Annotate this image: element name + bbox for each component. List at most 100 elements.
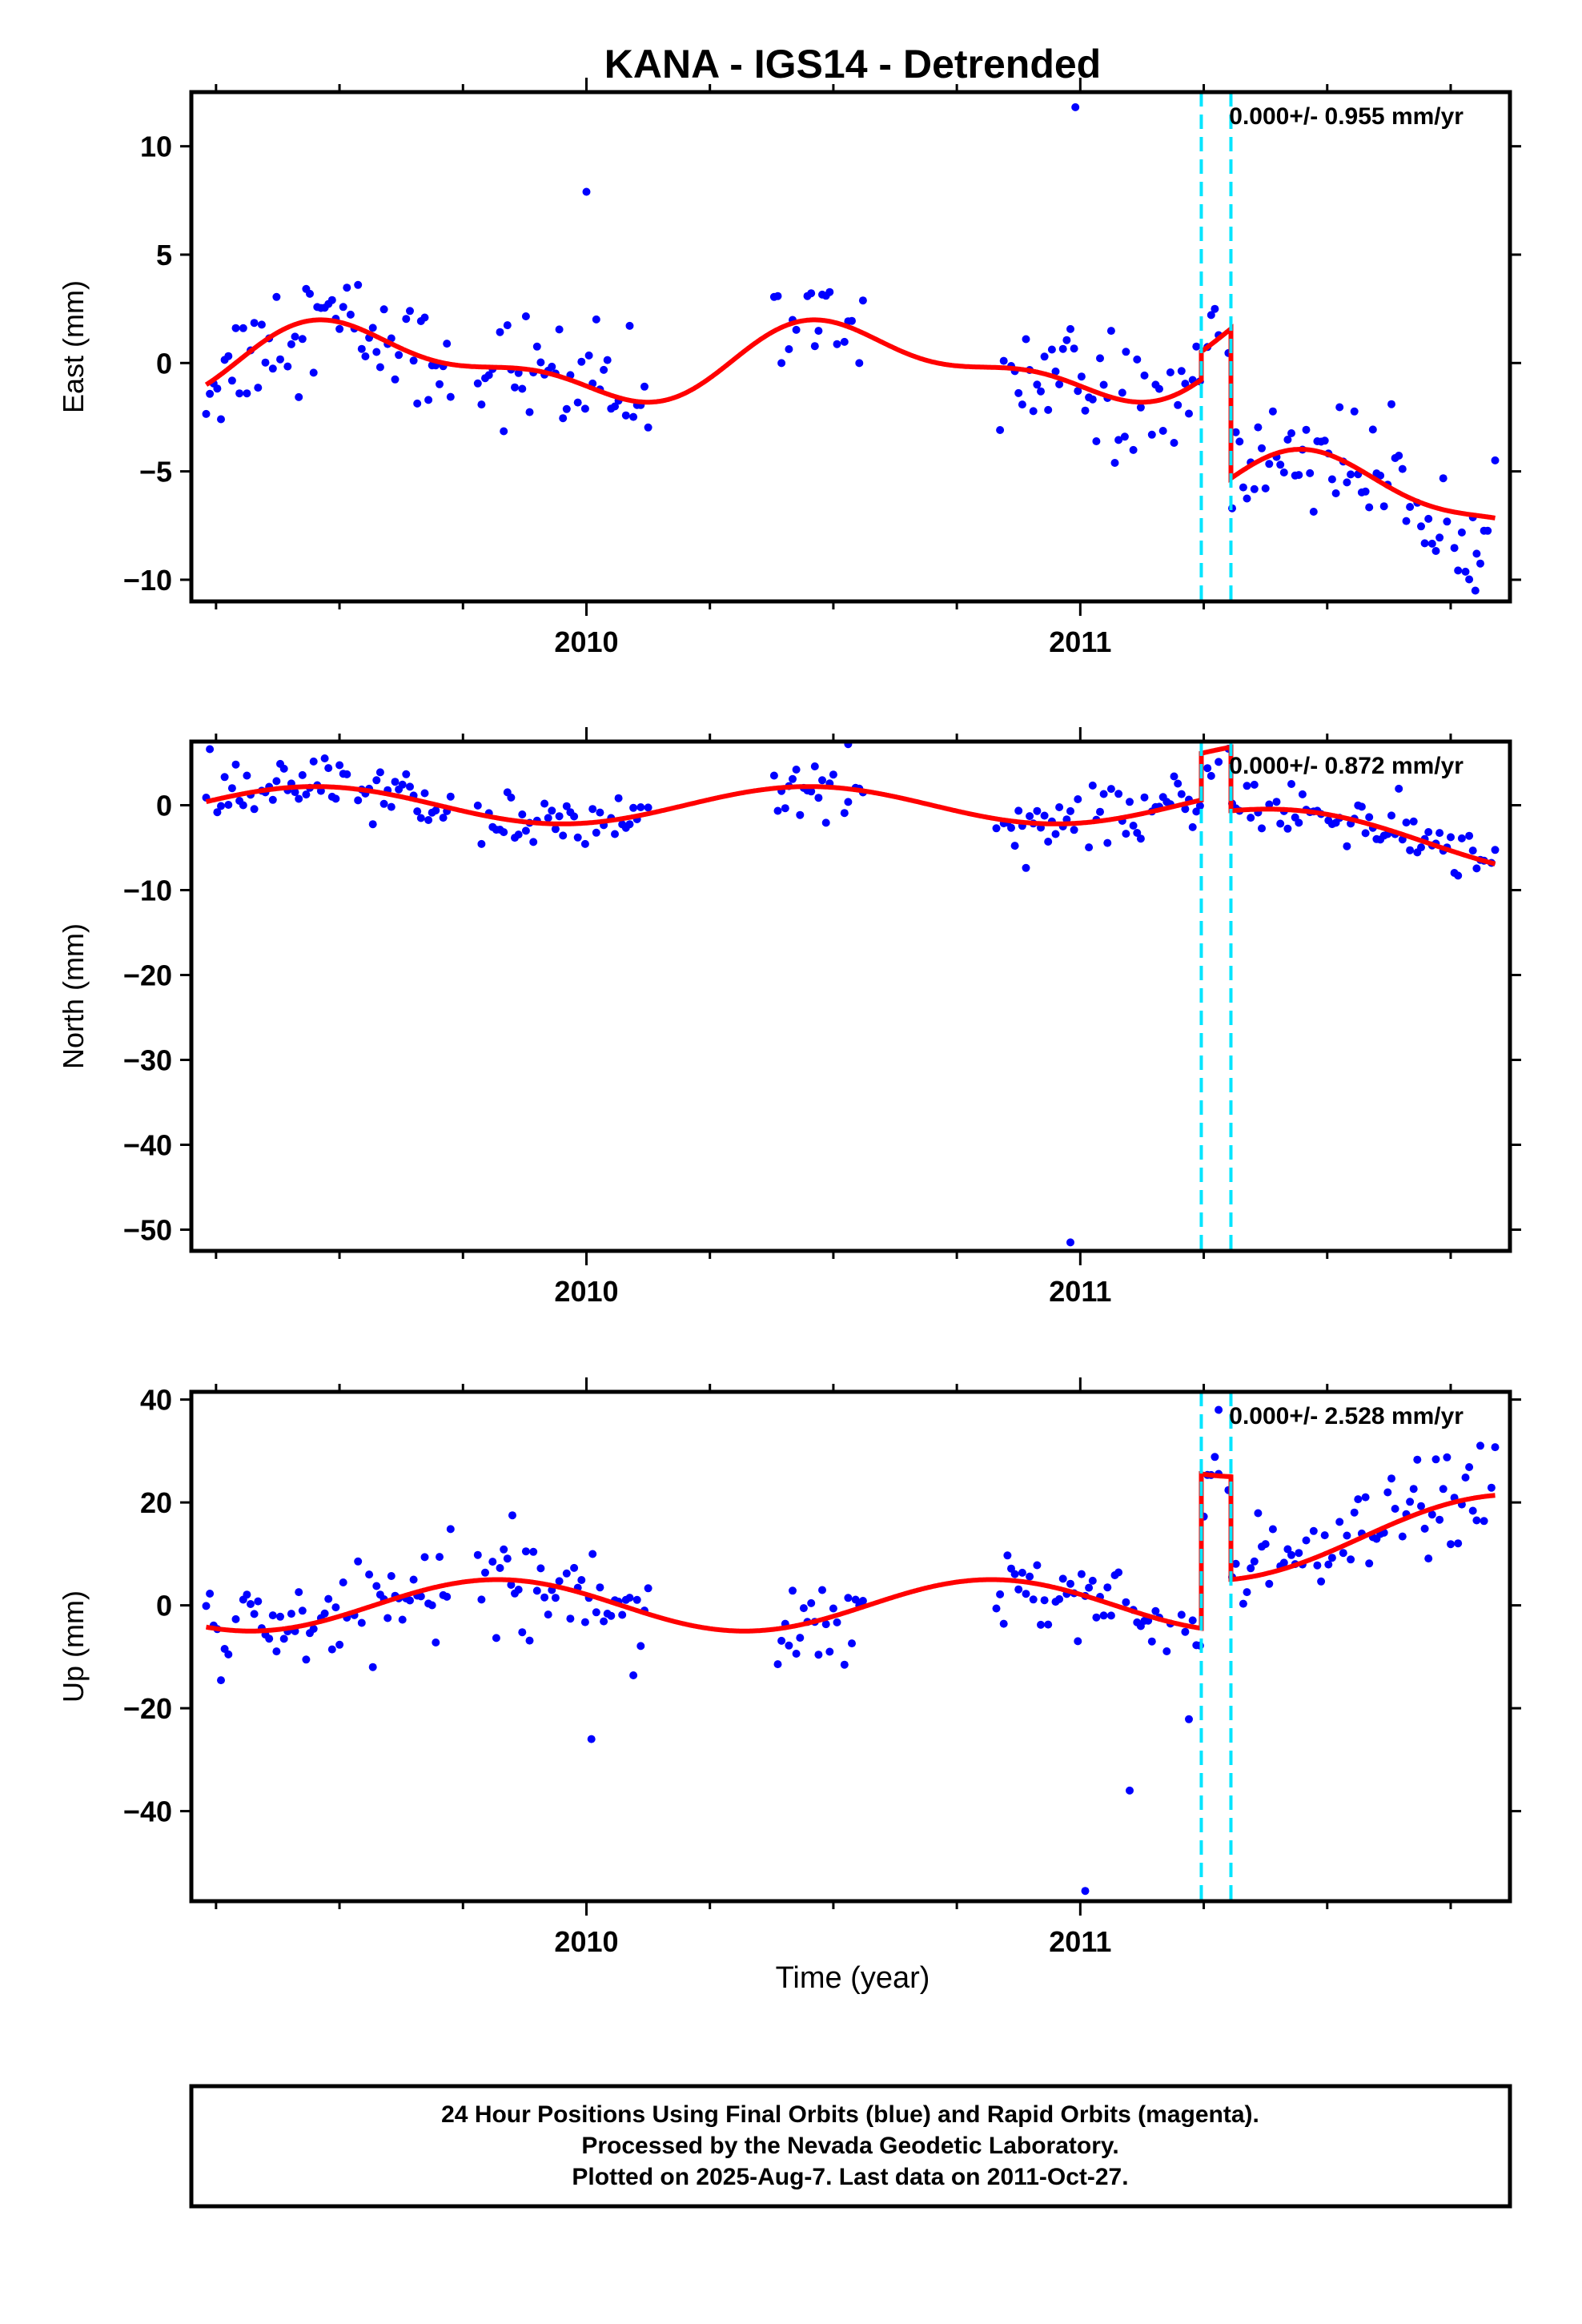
data-point (518, 384, 527, 393)
data-point (785, 345, 793, 353)
data-point (551, 825, 560, 834)
data-point (514, 1586, 523, 1594)
y-tick-label: 5 (156, 239, 172, 271)
data-point (387, 1572, 396, 1580)
data-point (391, 375, 400, 384)
data-point (343, 283, 351, 292)
data-point (807, 787, 816, 796)
data-point (562, 1569, 571, 1578)
data-point (1051, 830, 1060, 838)
data-point (1044, 838, 1053, 846)
y-tick-label: 0 (156, 790, 172, 822)
model-line (204, 317, 1496, 521)
data-point (785, 1641, 793, 1650)
data-point (406, 782, 414, 791)
data-point (224, 1650, 233, 1659)
data-point (279, 764, 288, 773)
data-point (206, 389, 215, 398)
data-point (507, 1581, 516, 1589)
data-point (1457, 528, 1466, 537)
data-point (588, 1550, 597, 1558)
data-point (1457, 834, 1466, 842)
data-point (298, 770, 307, 779)
data-point (555, 812, 564, 821)
x-tick-label: 2011 (1049, 625, 1111, 658)
data-point (1331, 489, 1340, 497)
data-point (540, 799, 549, 808)
data-point (1279, 1558, 1288, 1567)
data-point (1468, 846, 1477, 855)
data-point (521, 1547, 530, 1556)
data-point (227, 784, 236, 793)
data-point (477, 1595, 486, 1604)
data-point (1147, 430, 1156, 439)
data-point (1129, 822, 1138, 830)
data-point (518, 1628, 527, 1637)
data-point (213, 808, 222, 817)
data-point (1018, 400, 1026, 409)
data-point (536, 358, 545, 367)
data-point (1044, 405, 1053, 414)
data-point (1192, 342, 1201, 351)
data-point (272, 292, 281, 301)
data-point (536, 1564, 545, 1573)
data-point (217, 415, 225, 424)
data-point (295, 392, 303, 401)
data-point (629, 412, 638, 421)
data-point (1347, 470, 1355, 479)
data-point (848, 316, 856, 325)
data-point (792, 766, 801, 774)
data-point (1417, 843, 1425, 852)
outlier-point (587, 1735, 596, 1743)
data-point (1361, 829, 1370, 838)
data-point (1454, 1539, 1463, 1548)
data-point (354, 796, 363, 805)
data-point (596, 808, 604, 817)
data-point (261, 358, 270, 367)
data-point (625, 321, 634, 330)
data-point (644, 423, 652, 432)
data-point (789, 774, 797, 783)
data-point (996, 1590, 1005, 1598)
data-point (614, 794, 623, 802)
data-point (1420, 1524, 1429, 1533)
data-point (424, 396, 433, 404)
data-point (1465, 831, 1474, 840)
data-point (272, 777, 281, 786)
data-point (1177, 790, 1186, 798)
data-point (1258, 444, 1266, 452)
data-point (573, 398, 582, 407)
data-point (443, 1592, 452, 1601)
data-point (1365, 1559, 1374, 1568)
data-point (1276, 460, 1285, 469)
data-point (503, 1554, 512, 1563)
data-point (439, 814, 448, 822)
y-tick-label: −10 (123, 564, 172, 597)
data-point (1085, 1583, 1094, 1592)
data-point (379, 799, 388, 808)
data-point (1302, 1536, 1311, 1545)
data-point (1181, 380, 1190, 388)
data-point (1007, 823, 1015, 832)
data-point (1088, 781, 1097, 790)
data-point (1037, 387, 1045, 396)
data-point (644, 1584, 652, 1593)
data-point (320, 1609, 329, 1618)
data-point (309, 757, 318, 766)
data-point (1055, 380, 1064, 388)
data-point (1279, 468, 1288, 476)
data-point (1443, 517, 1452, 526)
x-tick-label: 2010 (554, 625, 618, 658)
data-point (446, 792, 455, 801)
data-point (521, 312, 530, 320)
data-point (1106, 327, 1115, 336)
data-point (577, 357, 586, 366)
data-point (1309, 508, 1318, 516)
data-point (1092, 437, 1101, 445)
outlier-point (1120, 432, 1129, 441)
data-point (1033, 1561, 1042, 1570)
data-point (1140, 371, 1149, 380)
data-point (1088, 395, 1097, 404)
data-point (840, 1660, 849, 1669)
